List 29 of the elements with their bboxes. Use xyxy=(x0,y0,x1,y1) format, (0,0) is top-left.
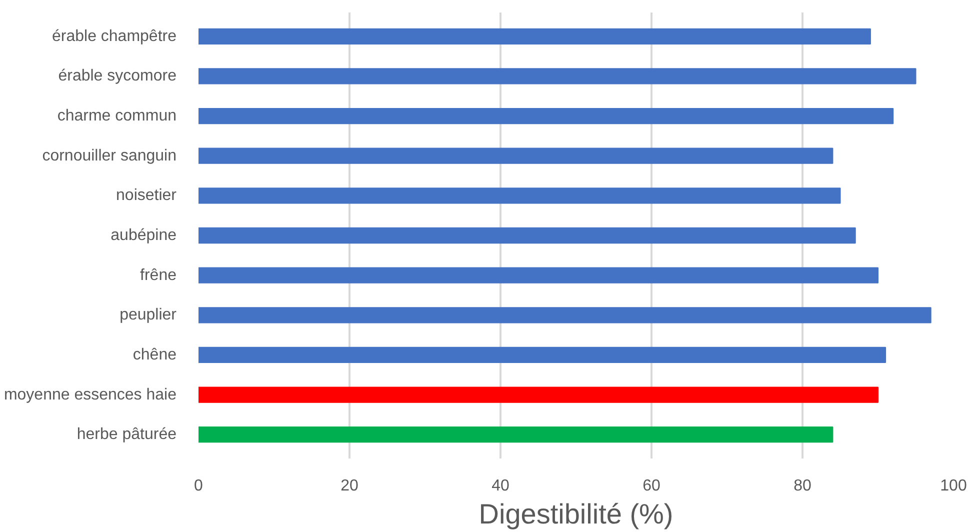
bar xyxy=(198,426,834,443)
x-tick-label: 100 xyxy=(940,478,967,494)
x-tick-label: 0 xyxy=(194,478,204,494)
y-tick-label: érable sycomore xyxy=(58,68,177,85)
bar xyxy=(198,68,916,84)
bar xyxy=(198,28,871,44)
bar xyxy=(198,346,886,364)
y-tick-label: aubépine xyxy=(110,227,177,244)
x-tick-label: 60 xyxy=(642,478,660,494)
bar xyxy=(198,227,856,244)
bar xyxy=(198,386,878,403)
bar xyxy=(198,108,894,124)
bar xyxy=(198,307,932,324)
bar xyxy=(198,148,834,164)
y-tick-label: érable champêtre xyxy=(52,28,177,45)
x-tick-label: 20 xyxy=(340,478,358,494)
y-tick-label: charme commun xyxy=(57,108,177,125)
y-tick-label: cornouiller sanguin xyxy=(42,147,177,164)
x-axis-title: Digestibilité (%) xyxy=(478,498,674,530)
y-tick-label: frêne xyxy=(140,266,177,284)
x-tick-label: 40 xyxy=(492,478,510,494)
y-tick-label: chêne xyxy=(132,346,177,364)
bar xyxy=(198,188,841,204)
y-tick-label: peuplier xyxy=(120,306,178,324)
y-tick-label: herbe pâturée xyxy=(76,426,177,444)
y-tick-label: moyenne essences haie xyxy=(4,386,177,404)
x-tick-label: 80 xyxy=(794,478,812,494)
y-tick-label: noisetier xyxy=(116,187,178,204)
bar xyxy=(198,267,878,284)
